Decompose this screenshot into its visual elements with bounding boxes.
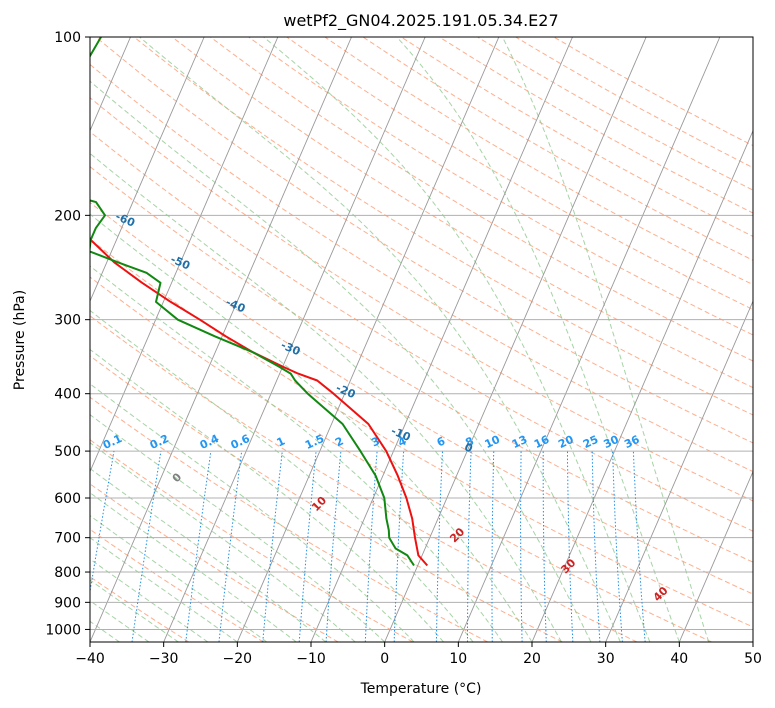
dry-adiabat — [90, 63, 753, 473]
isotherm-line — [678, 470, 753, 642]
moist-adiabat — [90, 414, 386, 642]
mixing-ratio-line — [542, 451, 547, 642]
mixing-ratio-line — [567, 451, 574, 642]
mixing-ratio-label: 30 — [602, 433, 622, 451]
moist-adiabat — [90, 213, 533, 642]
mixing-ratio-line — [364, 451, 378, 642]
mixing-ratio-lines — [90, 451, 646, 642]
x-tick-label: −10 — [296, 651, 326, 667]
moist-adiabat — [90, 467, 327, 642]
y-tick-label: 600 — [54, 491, 81, 507]
y-tick-label: 100 — [54, 30, 81, 46]
mixing-ratio-label: 13 — [510, 433, 529, 451]
dry-adiabat — [90, 238, 753, 628]
dry-adiabat — [133, 37, 753, 416]
mixing-ratio-line — [612, 451, 623, 642]
y-tick-label: 200 — [54, 208, 81, 224]
dry-adiabat — [90, 276, 712, 642]
mixing-ratio-line — [393, 451, 405, 642]
chart-title: wetPf2_GN04.2025.191.05.34.E27 — [283, 11, 558, 31]
sounding-series — [90, 37, 429, 567]
x-tick-label: 10 — [449, 651, 467, 667]
mixing-ratio-line — [632, 451, 646, 642]
moist-adiabat — [90, 80, 592, 642]
isotherm-line — [531, 129, 753, 642]
y-tick-label: 700 — [54, 531, 81, 547]
y-tick-label: 900 — [54, 595, 81, 611]
mixing-ratio-label: 25 — [581, 433, 600, 451]
mixing-ratio-label: 16 — [532, 433, 552, 451]
moist-adiabat — [502, 37, 710, 642]
plot-frame — [89, 36, 754, 643]
mixing-ratio-line — [262, 451, 283, 642]
y-axis-ticks: 100 200 300 400 500 600 700 800 900 1000 — [45, 30, 90, 638]
moist-adiabat — [90, 558, 209, 642]
mixing-ratio-label: 36 — [622, 433, 642, 451]
moist-adiabat — [90, 265, 503, 642]
temperature-line — [90, 237, 429, 567]
dry-adiabat — [248, 37, 753, 336]
dry-adiabat — [90, 97, 753, 502]
dry-adiabat — [90, 439, 414, 642]
mixing-ratio-label: 20 — [556, 433, 576, 451]
x-axis-ticks: −40 −30 −20 −10 0 10 20 30 40 50 — [75, 642, 762, 667]
isotherm-line — [384, 37, 647, 642]
x-tick-label: −20 — [223, 651, 253, 667]
dry-adiabat — [324, 37, 753, 286]
dry-adiabat — [477, 37, 753, 191]
mixing-ratio-label: 10 — [483, 433, 503, 451]
isotherm-line — [236, 37, 500, 642]
moist-adiabat — [90, 579, 179, 642]
y-tick-label: 300 — [54, 313, 81, 329]
dewpoint-line — [90, 37, 415, 567]
dry-adiabat — [515, 37, 753, 169]
mixing-ratio-line — [591, 451, 601, 642]
y-tick-label: 500 — [54, 444, 81, 460]
x-tick-label: 0 — [380, 651, 389, 667]
mixing-ratio-line — [491, 451, 495, 642]
x-axis-label: Temperature (°C) — [360, 681, 482, 697]
moist-adiabat — [90, 537, 238, 642]
mixing-ratio-line — [467, 451, 472, 642]
x-tick-label: 40 — [670, 651, 688, 667]
moist-adiabat — [139, 37, 621, 642]
x-tick-label: 30 — [597, 651, 615, 667]
dry-adiabat — [90, 166, 753, 563]
x-tick-label: 20 — [523, 651, 541, 667]
dry-adiabat — [90, 528, 264, 642]
y-tick-label: 1000 — [45, 622, 81, 638]
dry-adiabat — [90, 131, 753, 532]
dry-adiabat — [90, 201, 753, 595]
mixing-ratio-line — [435, 451, 443, 642]
moist-adiabat — [263, 37, 651, 642]
isotherm-line — [457, 37, 721, 642]
moist-adiabat — [90, 442, 356, 642]
mixing-ratio-line — [520, 451, 523, 642]
isotherm-line — [163, 37, 426, 642]
y-axis-label: Pressure (hPa) — [12, 290, 28, 390]
isotherm-grid — [90, 37, 753, 642]
moist-adiabat — [90, 152, 562, 642]
x-tick-label: 50 — [744, 651, 762, 667]
dry-adiabats — [90, 37, 753, 642]
dry-adiabat — [210, 37, 753, 362]
x-tick-label: −40 — [75, 651, 105, 667]
dry-adiabat — [90, 483, 339, 642]
mixing-ratio-line — [325, 451, 342, 642]
isotherm-line — [90, 37, 205, 303]
mixing-ratio-line — [298, 451, 317, 642]
x-tick-label: −30 — [149, 651, 179, 667]
isotherm-line — [310, 37, 573, 642]
moist-adiabat — [90, 309, 474, 642]
y-tick-label: 800 — [54, 565, 81, 581]
moist-adiabat — [396, 37, 680, 642]
y-tick-label: 400 — [54, 387, 81, 403]
dry-adiabat — [362, 37, 753, 261]
isotherm-line — [605, 300, 753, 642]
isotherm-line — [90, 37, 279, 473]
moist-adiabat — [90, 348, 444, 642]
